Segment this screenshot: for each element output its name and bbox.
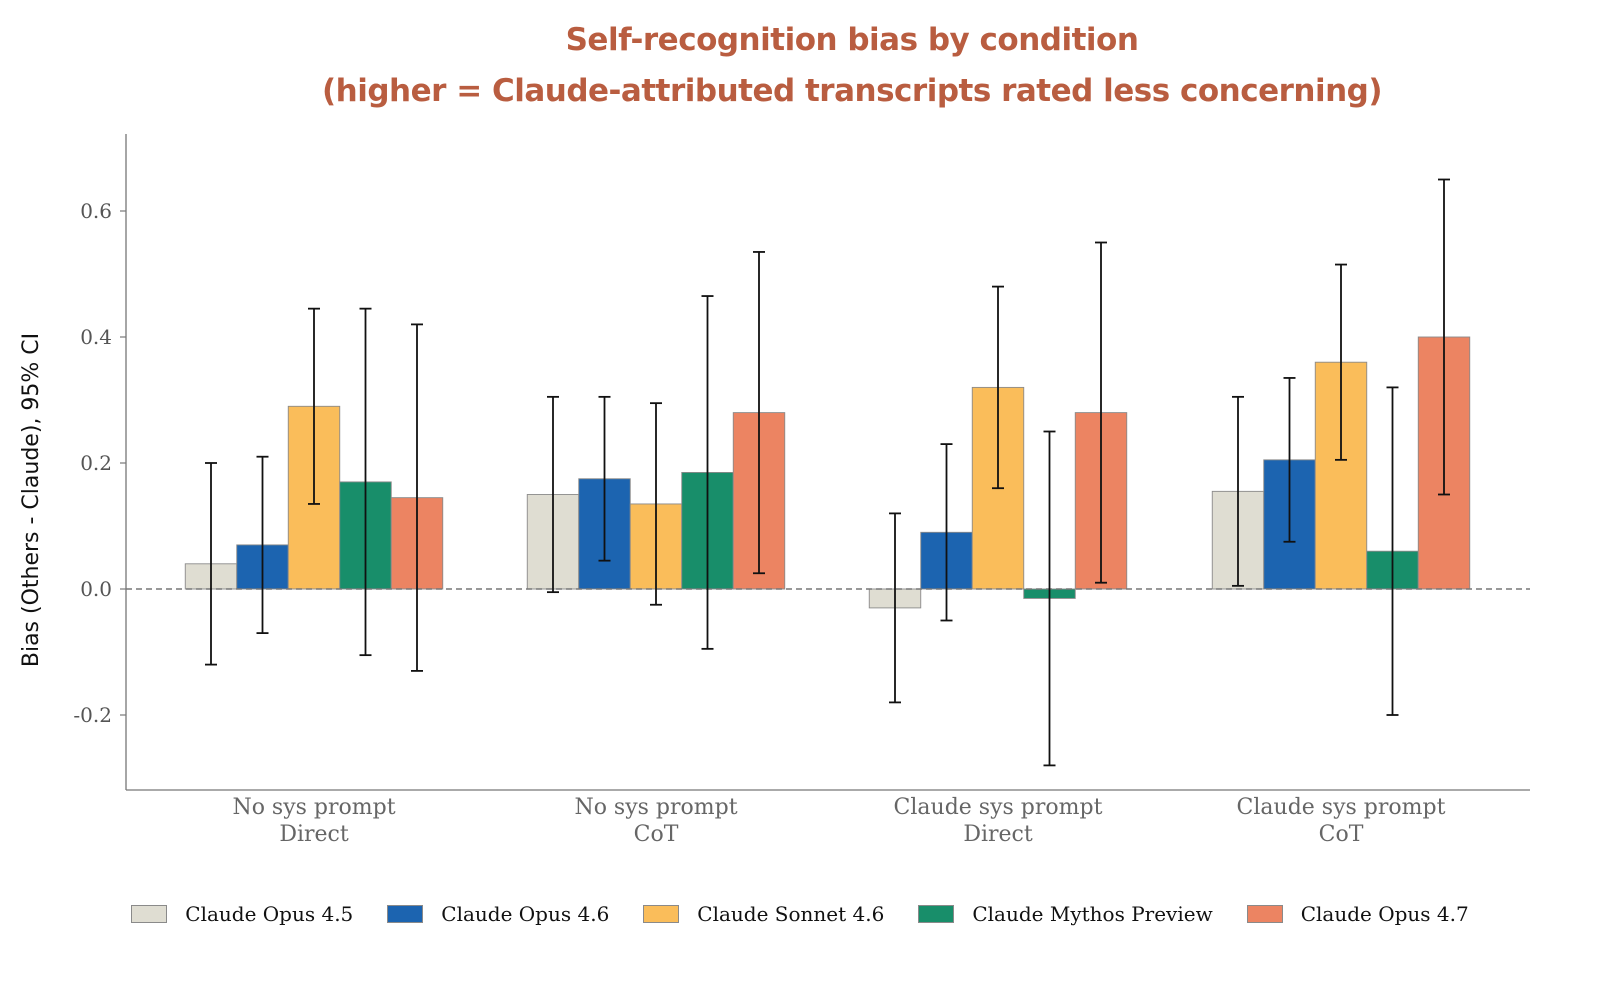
legend-item: Claude Sonnet 4.6 [643,902,884,926]
labels: -0.2 0.0 0.2 0.4 0.6 Bias (Others - Claude), … [19,199,1446,847]
legend-swatch [131,905,168,923]
axes [120,134,1530,791]
y-axis-label: Bias (Others - Claude), 95% CI [19,333,44,667]
bars [184,336,1471,609]
chart-title: Self-recognition bias by condition [565,22,1139,58]
x-category-label: No sys prompt Direct [232,795,395,847]
y-tick-label: -0.2 [73,703,112,727]
chart-subtitle: (higher = Claude-attributed transcripts … [321,73,1383,109]
x-category-label: Claude sys prompt CoT [1237,795,1446,847]
legend-swatch [1246,905,1283,923]
x-category-label-line: CoT [634,822,679,847]
x-category-label: No sys prompt CoT [574,795,737,847]
legend-label: Claude Opus 4.7 [1300,902,1469,926]
legend-label: Claude Opus 4.5 [185,902,354,926]
legend-item: Claude Opus 4.7 [1246,902,1469,926]
legend-item: Claude Mythos Preview [918,902,1213,926]
x-category-label-line: Direct [963,822,1033,847]
y-tick-label: 0.6 [80,199,112,223]
legend-label: Claude Mythos Preview [972,902,1213,926]
error-bars [205,178,1450,767]
legend-label: Claude Opus 4.6 [441,902,610,926]
legend-label: Claude Sonnet 4.6 [697,902,885,926]
legend-item: Claude Opus 4.5 [131,902,353,926]
y-tick-label: 0.2 [80,451,112,475]
x-category-label: Claude sys prompt Direct [894,795,1103,847]
legend: Claude Opus 4.5 Claude Opus 4.6 Claude Son… [0,902,1600,926]
legend-swatch [643,905,680,923]
y-tick-label: 0.4 [80,325,112,349]
x-category-label-line: No sys prompt [574,795,737,820]
y-tick-label: 0.0 [80,577,112,601]
legend-item: Claude Opus 4.6 [387,902,609,926]
x-category-label-line: Claude sys prompt [894,795,1103,820]
x-category-label-line: Claude sys prompt [1237,795,1446,820]
x-category-label-line: CoT [1319,822,1364,847]
x-category-label-line: Direct [279,822,349,847]
x-category-label-line: No sys prompt [232,795,395,820]
legend-swatch [918,905,955,923]
legend-swatch [387,905,424,923]
